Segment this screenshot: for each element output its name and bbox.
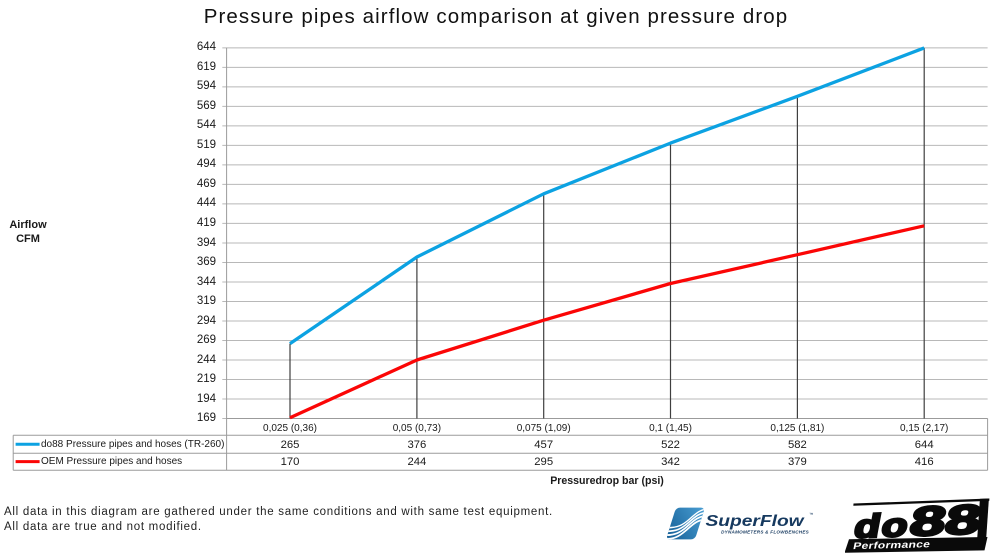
svg-text:SuperFlow: SuperFlow (706, 512, 806, 530)
svg-text:™: ™ (809, 512, 814, 517)
svg-text:Performance: Performance (852, 539, 931, 551)
svg-text:DYNAMOMETERS & FLOWBENCHES: DYNAMOMETERS & FLOWBENCHES (721, 529, 810, 534)
